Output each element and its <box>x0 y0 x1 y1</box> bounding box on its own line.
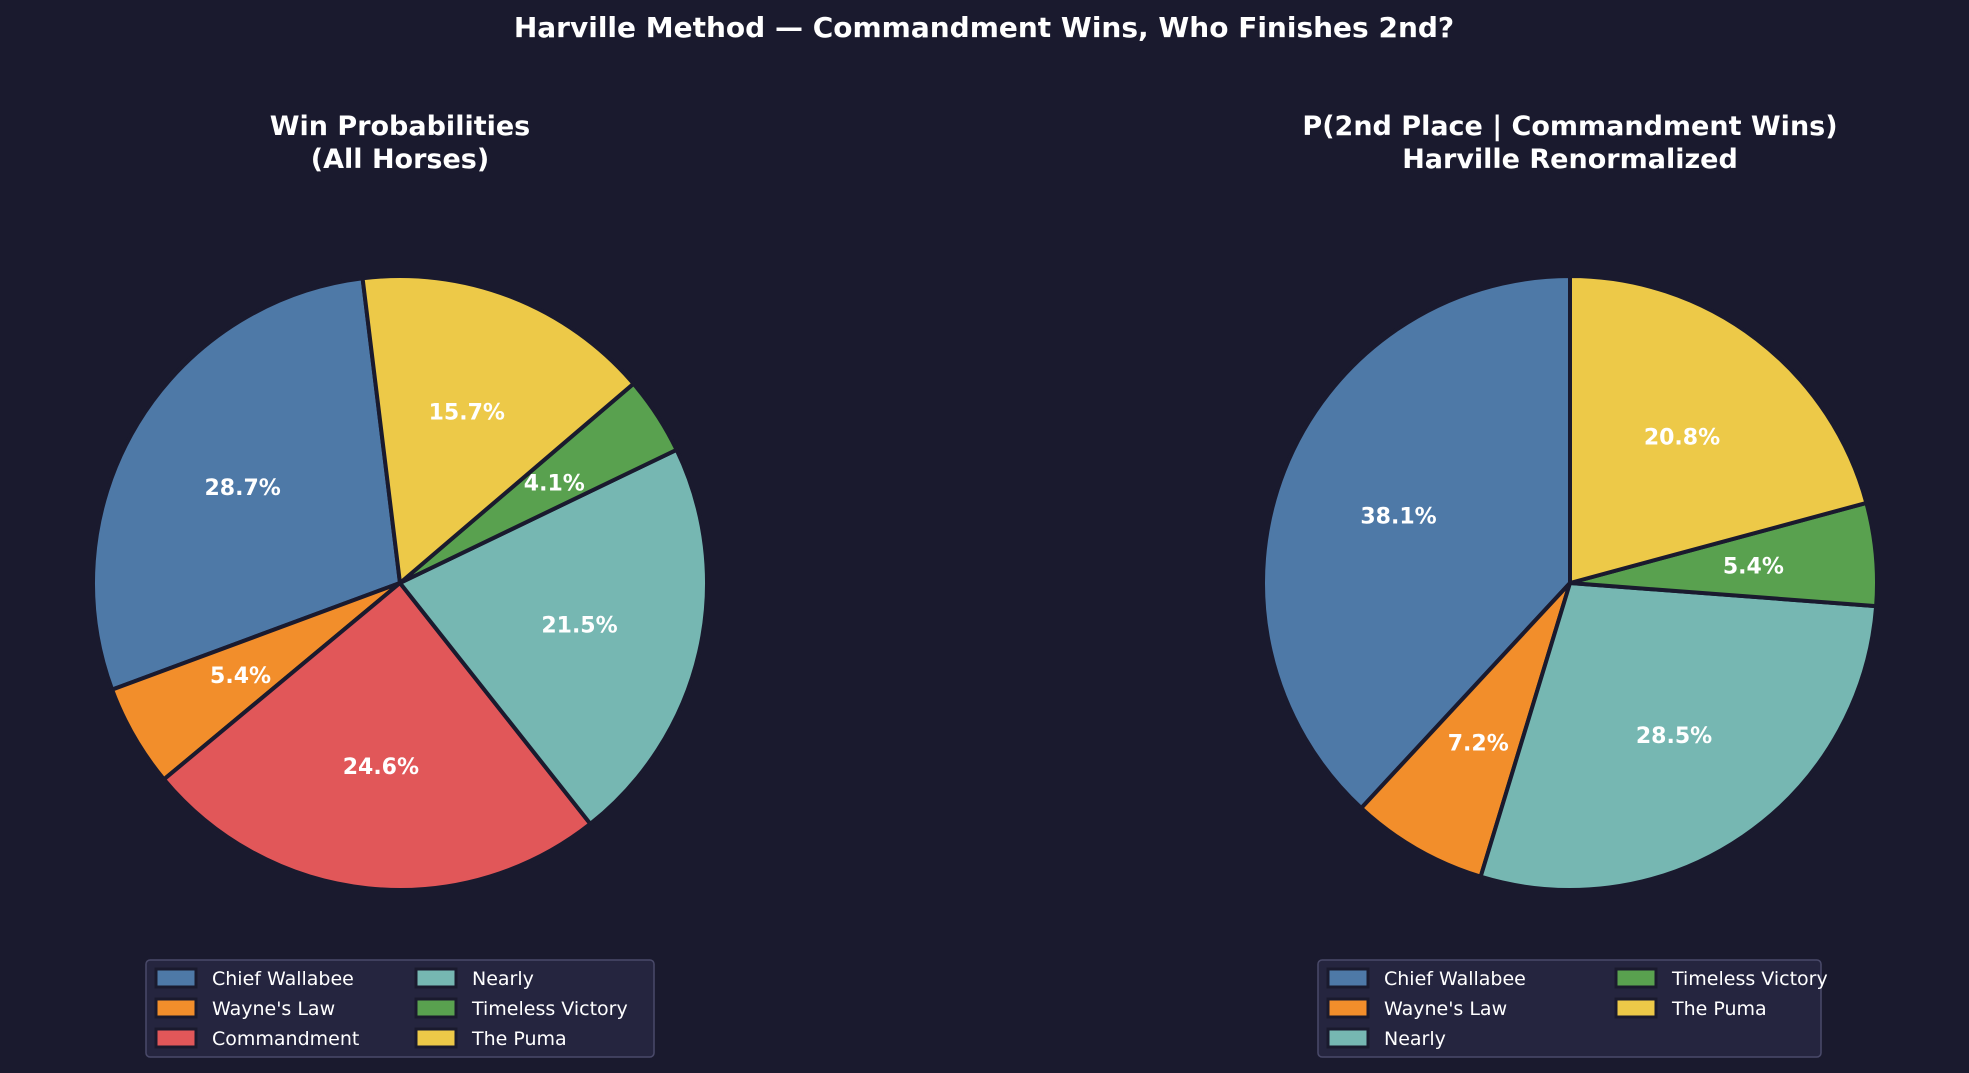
legend-item-the-puma: The Puma <box>1614 997 1767 1020</box>
pie-slice-the-puma <box>1568 274 1869 585</box>
legend-label: Commandment <box>212 1028 359 1050</box>
legend-item-wayne-s-law: Wayne's Law <box>154 997 335 1020</box>
slice-label-commandment: 24.6% <box>343 755 419 780</box>
pie-chart-second-place: P(2nd Place | Commandment Wins)Harville … <box>1261 111 1879 1058</box>
pie-slice-the-puma <box>360 274 636 585</box>
legend-item-timeless-victory: Timeless Victory <box>414 997 628 1020</box>
legend-swatch <box>1326 997 1370 1019</box>
legend-swatch <box>1326 967 1370 989</box>
figure-title: Harville Method — Commandment Wins, Who … <box>514 11 1454 44</box>
slice-label-the-puma: 15.7% <box>429 400 505 425</box>
legend-item-chief-wallabee: Chief Wallabee <box>1326 967 1526 990</box>
chart-title-line: P(2nd Place | Commandment Wins) <box>1302 111 1837 142</box>
legend-label: The Puma <box>1671 998 1767 1020</box>
legend-label: Nearly <box>472 968 534 990</box>
legend: Chief Wallabee Wayne's Law Nearly Timeless … <box>1317 959 1828 1058</box>
slice-label-the-puma: 20.8% <box>1644 426 1720 451</box>
legend-item-chief-wallabee: Chief Wallabee <box>154 967 354 990</box>
legend-swatch <box>154 1027 198 1049</box>
slice-label-timeless-victory: 4.1% <box>524 471 585 496</box>
slice-label-timeless-victory: 5.4% <box>1723 555 1784 580</box>
legend-item-timeless-victory: Timeless Victory <box>1614 967 1828 990</box>
pie-slice-wayne-s-law <box>1359 581 1572 879</box>
legend-label: Wayne's Law <box>212 998 335 1020</box>
chart-title-line: Win Probabilities <box>270 111 531 142</box>
pie-slice-commandment <box>162 581 593 892</box>
chart-title-line: (All Horses) <box>311 144 489 175</box>
legend-box <box>1317 959 1822 1058</box>
chart-title-line: Harville Renormalized <box>1402 144 1738 175</box>
legend-item-wayne-s-law: Wayne's Law <box>1326 997 1507 1020</box>
slice-label-nearly: 28.5% <box>1636 724 1712 749</box>
legend-swatch <box>154 997 198 1019</box>
legend-label: Chief Wallabee <box>212 968 354 990</box>
pie-slice-chief-wallabee <box>91 276 402 692</box>
slice-label-chief-wallabee: 38.1% <box>1360 505 1436 530</box>
legend-label: Nearly <box>1384 1028 1446 1050</box>
legend-item-nearly: Nearly <box>1326 1027 1446 1050</box>
legend-item-the-puma: The Puma <box>414 1027 567 1050</box>
pie-slice-nearly <box>1478 581 1879 892</box>
legend-swatch <box>414 1027 458 1049</box>
legend-item-commandment: Commandment <box>154 1027 359 1050</box>
legend-swatch <box>154 967 198 989</box>
legend-swatch <box>1326 1027 1370 1049</box>
legend-swatch <box>414 967 458 989</box>
legend-label: The Puma <box>471 1028 567 1050</box>
legend-label: Wayne's Law <box>1384 998 1507 1020</box>
legend-item-nearly: Nearly <box>414 967 534 990</box>
slice-label-chief-wallabee: 28.7% <box>205 476 281 501</box>
slice-label-wayne-s-law: 5.4% <box>210 664 271 689</box>
pie-slice-chief-wallabee <box>1261 274 1572 811</box>
legend-label: Chief Wallabee <box>1384 968 1526 990</box>
legend-label: Timeless Victory <box>1671 968 1828 990</box>
legend-swatch <box>414 997 458 1019</box>
legend-box <box>145 959 655 1058</box>
slice-label-wayne-s-law: 7.2% <box>1448 732 1509 757</box>
legend: Chief Wallabee Wayne's Law Commandment Near… <box>145 959 655 1058</box>
legend-swatch <box>1614 967 1658 989</box>
pie-slice-nearly <box>398 447 709 826</box>
slice-label-nearly: 21.5% <box>541 613 617 638</box>
legend-swatch <box>1614 997 1658 1019</box>
pie-chart-win-probabilities: Win Probabilities(All Horses) 28.7% 5.4% 24… <box>91 111 709 1058</box>
legend-label: Timeless Victory <box>471 998 628 1020</box>
